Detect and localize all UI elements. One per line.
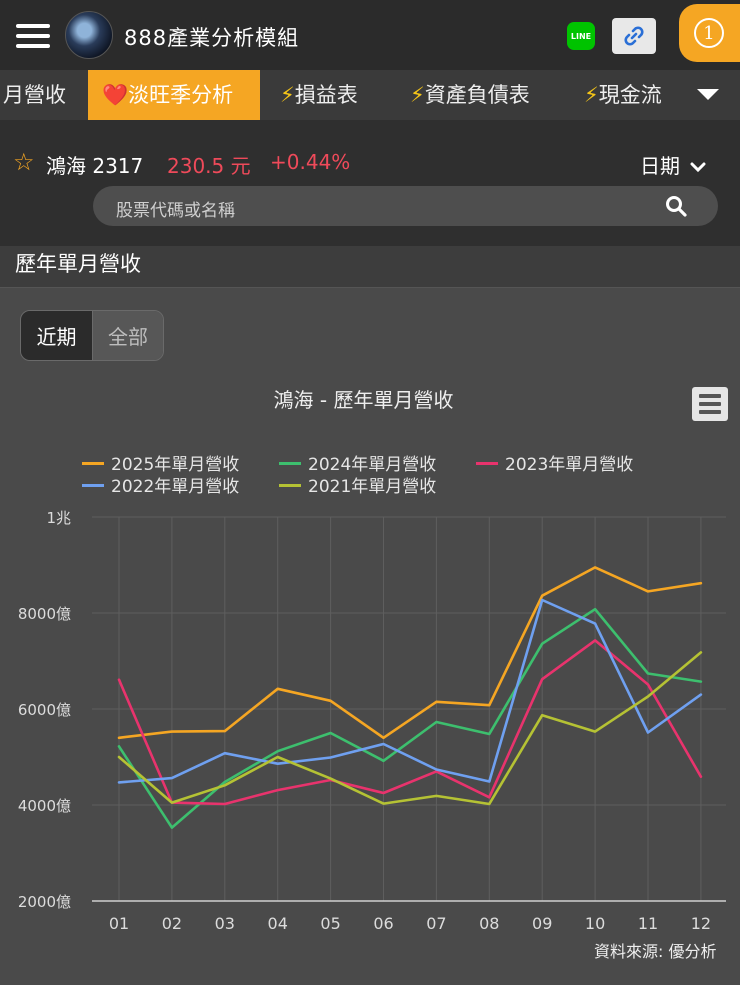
stock-change: +0.44% [270,150,351,174]
x-tick-label: 11 [638,914,658,933]
x-tick-label: 12 [691,914,711,933]
section-header: 歷年單月營收 [0,246,740,288]
y-tick-label: 6000億 [18,701,71,719]
tab-income-statement[interactable]: ⚡損益表 [280,70,358,120]
legend-swatch [279,461,301,465]
series-line-2024 [117,607,703,829]
tab-label: 損益表 [294,83,358,107]
legend-swatch [82,483,104,487]
favorite-star-icon[interactable]: ☆ [13,148,35,176]
period-all-button[interactable]: 全部 [92,311,163,360]
chevron-down-icon [690,162,706,173]
chart-menu-button[interactable] [692,387,728,421]
tab-cash-flow[interactable]: ⚡現金流 [584,70,662,120]
x-tick-label: 08 [479,914,499,933]
notification-button[interactable]: 1 [679,4,740,62]
stock-info-bar: ☆ 鴻海 2317 230.5 元 +0.44% 日期 股票代碼或名稱 [0,120,740,246]
x-tick-label: 01 [109,914,129,933]
menu-icon[interactable] [16,24,50,48]
y-tick-label: 8000億 [18,605,71,623]
legend-swatch [279,483,301,487]
x-tick-label: 05 [320,914,340,933]
x-tick-label: 09 [532,914,552,933]
data-source-label: 資料來源: 優分析 [594,942,717,961]
legend-item-2024[interactable]: 2024年單月營收 [279,450,436,475]
search-input[interactable]: 股票代碼或名稱 [93,186,718,226]
legend-item-2023[interactable]: 2023年單月營收 [476,450,633,475]
notification-count: 1 [694,18,724,48]
period-recent-button[interactable]: 近期 [21,311,92,360]
tabs-more-button[interactable] [676,70,740,120]
legend-label: 2021年單月營收 [308,477,437,497]
stock-name: 鴻海 2317 [46,154,144,178]
chart-title: 鴻海 - 歷年單月營收 [273,388,454,412]
app-logo[interactable] [65,11,113,59]
y-tick-label: 4000億 [18,797,71,815]
section-title: 歷年單月營收 [15,252,141,276]
x-tick-label: 07 [426,914,446,933]
series-line-2023 [117,639,703,806]
series-line-2021 [117,651,703,806]
search-icon[interactable] [665,195,687,217]
series-line-2022 [117,598,703,784]
tab-bar: 月營收 ❤️淡旺季分析 ⚡損益表 ⚡資產負債表 ⚡現金流 [0,70,740,120]
y-tick-label: 2000億 [18,893,71,911]
period-toggle: 近期 全部 [20,310,164,361]
tab-monthly-revenue[interactable]: 月營收 [3,70,66,120]
legend-swatch [82,461,104,465]
x-tick-label: 10 [585,914,605,933]
chain-link-icon [624,26,644,46]
x-tick-label: 06 [373,914,393,933]
legend-item-2022[interactable]: 2022年單月營收 [82,472,239,497]
link-icon[interactable] [612,18,656,54]
tab-seasonal-analysis[interactable]: ❤️淡旺季分析 [88,70,260,120]
tab-label: 淡旺季分析 [128,83,234,107]
line-share-icon[interactable]: LINE [567,22,595,50]
series-line-2025 [117,566,703,740]
date-selector-label: 日期 [640,154,680,178]
tab-label: 現金流 [598,83,662,107]
bolt-icon: ⚡ [584,83,599,107]
heart-icon: ❤️ [102,83,129,107]
search-placeholder: 股票代碼或名稱 [116,201,235,221]
bolt-icon: ⚡ [410,83,425,107]
date-selector[interactable]: 日期 [640,150,706,179]
tab-balance-sheet[interactable]: ⚡資產負債表 [410,70,530,120]
x-tick-label: 02 [162,914,182,933]
app-title: 888產業分析模組 [124,26,300,50]
bolt-icon: ⚡ [280,83,295,107]
top-bar: 888產業分析模組 LINE 1 [0,0,740,70]
y-tick-label: 1兆 [46,509,71,527]
x-tick-label: 03 [215,914,235,933]
legend-label: 2024年單月營收 [308,455,437,475]
legend-item-2021[interactable]: 2021年單月營收 [279,472,436,497]
chevron-down-icon [697,89,719,100]
revenue-line-chart: 2000億 4000億 6000億 8000億 1兆 01 02 03 04 05 06 07 08 09… [18,509,726,933]
tab-label: 月營收 [3,83,66,107]
legend-item-2025[interactable]: 2025年單月營收 [82,450,239,475]
stock-price: 230.5 元 [167,154,251,178]
legend-label: 2022年單月營收 [111,477,240,497]
x-tick-label: 04 [268,914,288,933]
legend-swatch [476,461,498,465]
legend-label: 2025年單月營收 [111,455,240,475]
tab-label: 資產負債表 [424,83,530,107]
legend-label: 2023年單月營收 [505,455,634,475]
